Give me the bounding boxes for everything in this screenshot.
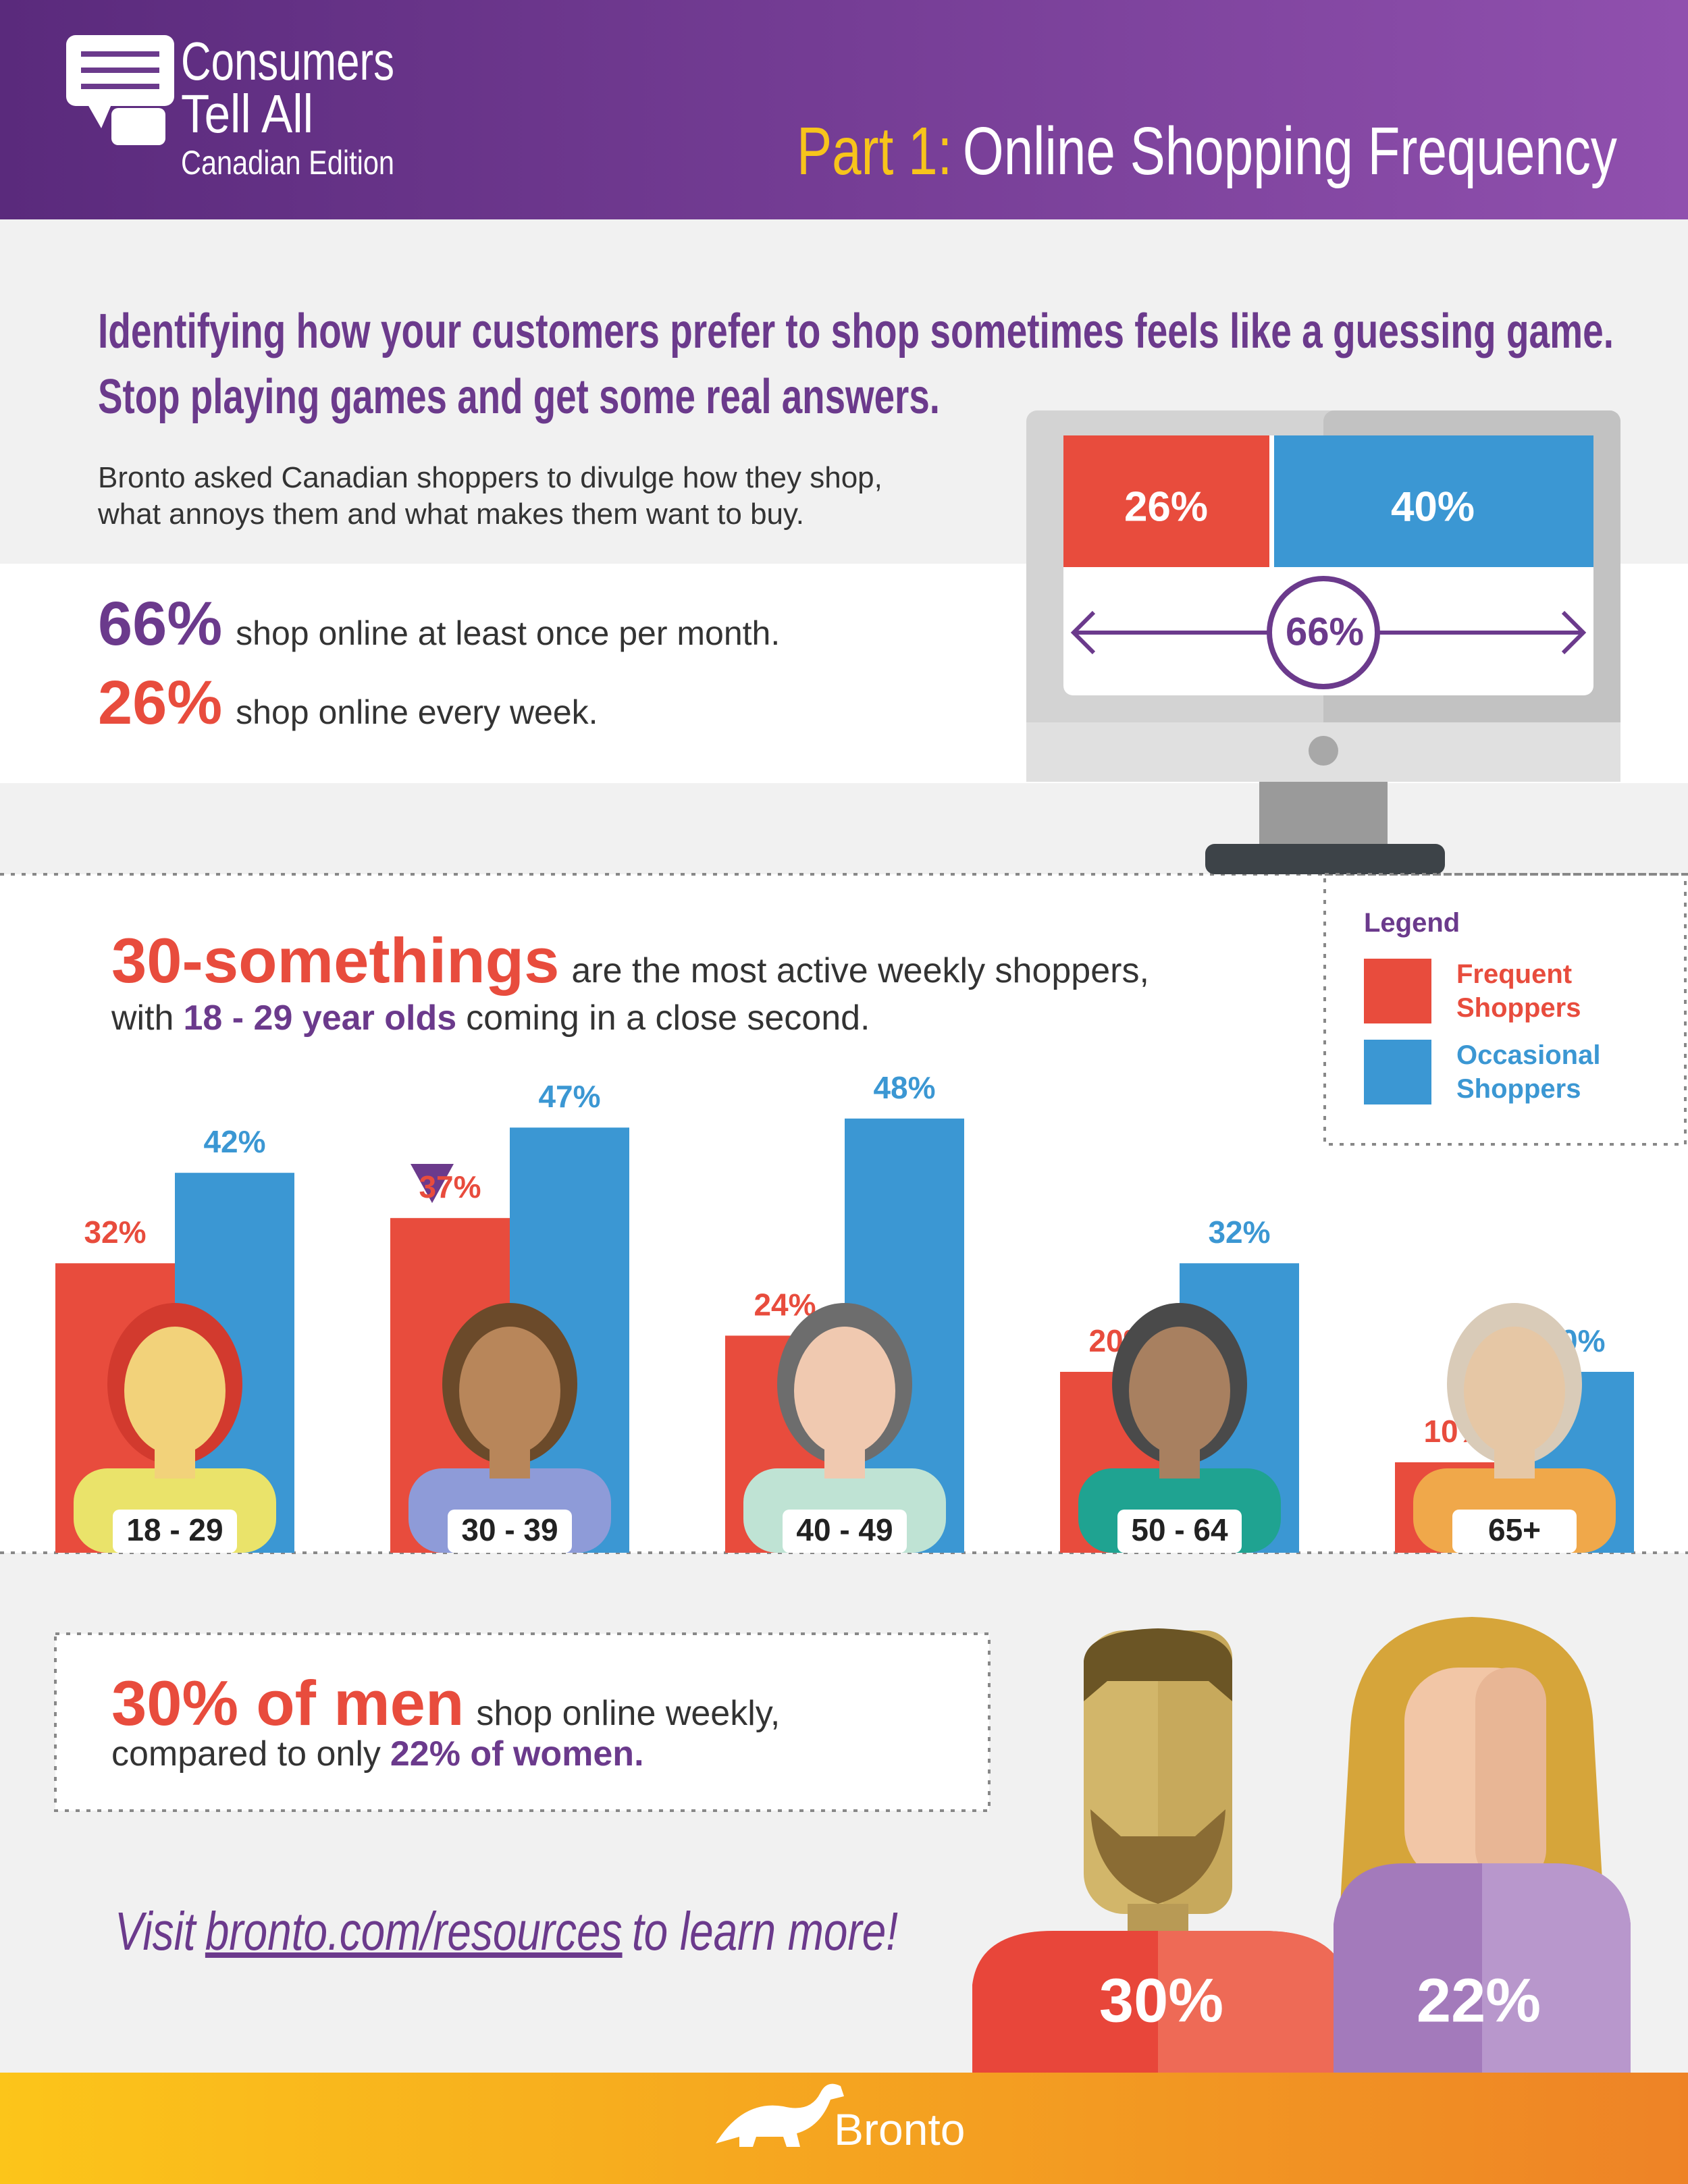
person-face	[1464, 1327, 1565, 1455]
women-value: 22%	[1417, 1966, 1541, 2035]
category-box	[113, 1510, 237, 1553]
headline-rest: are the most active weekly shoppers,	[571, 951, 1149, 990]
screen-label: 26%	[1124, 483, 1208, 530]
category-box	[783, 1510, 907, 1553]
part-label: Part 1:	[797, 113, 952, 189]
screen-total: 66%	[1286, 610, 1364, 654]
value-label: 32%	[84, 1215, 146, 1250]
men-value: 30%	[1099, 1966, 1223, 2035]
category-label: 40 - 49	[796, 1512, 893, 1547]
intro-body: Bronto asked Canadian shoppers to divulg…	[98, 461, 882, 494]
stat-text: shop online at least once per month.	[236, 614, 780, 652]
text: Visit	[115, 1901, 197, 1961]
monitor-dot	[1309, 736, 1338, 766]
gender-subline: compared to only 22% of women.	[111, 1734, 644, 1774]
gender-headline: 30% of men shop online weekly,	[111, 1668, 780, 1738]
legend-box	[1323, 873, 1687, 1146]
intro-headline: Stop playing games and get some real ans…	[98, 370, 940, 424]
edition: Canadian Edition	[181, 144, 394, 182]
stat-text: shop online every week.	[236, 693, 598, 731]
intro-headline: Identifying how your customers prefer to…	[98, 304, 1614, 358]
footer-logo	[716, 2083, 844, 2147]
person-face	[1129, 1327, 1230, 1455]
title: Online Shopping Frequency	[963, 113, 1617, 189]
text: to learn more!	[632, 1901, 898, 1961]
person-face	[459, 1327, 560, 1455]
value-label: 48%	[873, 1070, 935, 1105]
screen-circle	[1267, 576, 1380, 689]
headline-rest: shop online weekly,	[476, 1694, 780, 1733]
headline-em: 30% of men	[111, 1668, 464, 1738]
logo-lines	[81, 51, 159, 89]
legend-title: Legend	[1364, 908, 1460, 938]
category-box	[1117, 1510, 1242, 1553]
brand-line: Consumers	[181, 31, 394, 91]
man-shirt-shade	[1158, 1931, 1347, 2073]
visit: Visitbronto.com/resourcesto learn more!	[115, 1901, 898, 1961]
text-em: 22% of women.	[390, 1734, 644, 1774]
logo-bubble-small	[111, 108, 165, 145]
category-label: 65+	[1488, 1512, 1541, 1547]
stat: 66% shop online at least once per month.	[98, 589, 780, 658]
monitor-base	[1205, 844, 1445, 874]
man-hair	[1084, 1628, 1232, 1701]
logo-tail	[88, 105, 111, 128]
value-label: 37%	[419, 1169, 481, 1204]
age-headline: 30-somethings are the most active weekly …	[111, 925, 1149, 996]
screen-frequent	[1063, 435, 1269, 567]
category-box	[1452, 1510, 1577, 1553]
legend-label: Occasional Shoppers	[1456, 1040, 1601, 1104]
stat: 26% shop online every week.	[98, 668, 598, 737]
brand-line: Tell All	[181, 84, 313, 144]
intro-body: what annoys them and what makes them wan…	[97, 498, 804, 531]
person-face	[124, 1327, 226, 1455]
footer-bg	[0, 2073, 1688, 2184]
man-beard	[1090, 1809, 1225, 1904]
category-label: 18 - 29	[126, 1512, 223, 1547]
footer-brand: Bronto	[834, 2104, 965, 2154]
stat-value: 26%	[98, 668, 222, 737]
value-label: 47%	[538, 1079, 600, 1114]
legend-swatch	[1364, 959, 1431, 1023]
woman-shirt-shade	[1482, 1863, 1631, 2073]
category-box	[448, 1510, 572, 1553]
category-label: 30 - 39	[461, 1512, 558, 1547]
value-label: 24%	[754, 1287, 816, 1322]
text: coming in a close second.	[466, 998, 870, 1038]
legend-swatch	[1364, 1040, 1431, 1104]
text-em: 18 - 29 year olds	[183, 998, 456, 1038]
screen-occasional	[1274, 435, 1593, 567]
headline-em: 30-somethings	[111, 925, 559, 996]
monitor-stand	[1259, 782, 1388, 846]
speech-box	[54, 1632, 991, 1812]
page-title: Part 1:Online Shopping Frequency	[797, 113, 1617, 189]
stat-value: 66%	[98, 589, 222, 658]
person-face	[794, 1327, 895, 1455]
legend-label: Frequent Shoppers	[1456, 959, 1581, 1023]
category-label: 50 - 64	[1131, 1512, 1228, 1547]
text: compared to only	[111, 1734, 381, 1774]
woman-face-shade	[1475, 1668, 1546, 1884]
link[interactable]: bronto.com/resources	[205, 1901, 623, 1961]
highlight-marker	[411, 1164, 454, 1203]
text: with	[111, 998, 174, 1038]
age-subline: with 18 - 29 year olds coming in a close s…	[111, 998, 870, 1038]
value-label: 42%	[203, 1124, 265, 1159]
value-label: 32%	[1208, 1215, 1270, 1250]
screen-label: 40%	[1391, 483, 1475, 530]
header-bg	[0, 0, 1688, 219]
